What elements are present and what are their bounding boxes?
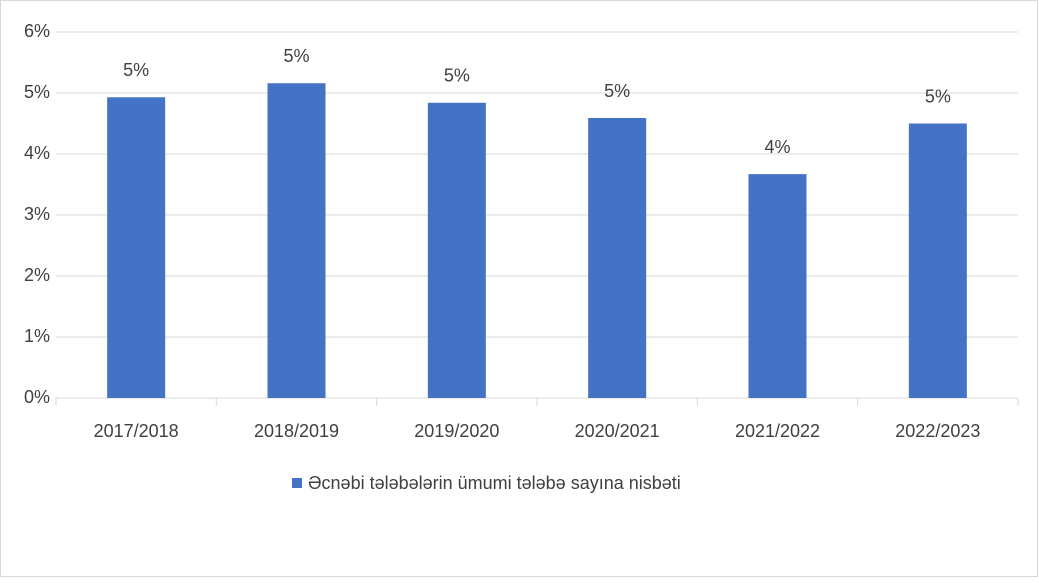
y-tick-label: 3% [24, 204, 50, 224]
x-tick-label: 2021/2022 [735, 421, 820, 441]
bar [748, 174, 807, 398]
value-label: 5% [444, 66, 470, 86]
bar [427, 102, 486, 398]
x-tick-label: 2020/2021 [575, 421, 660, 441]
x-tick-label: 2017/2018 [94, 421, 179, 441]
x-tick-label: 2018/2019 [254, 421, 339, 441]
x-tick-label: 2019/2020 [414, 421, 499, 441]
y-tick-label: 1% [24, 326, 50, 346]
legend-swatch [292, 478, 302, 488]
value-label: 5% [283, 46, 309, 66]
y-tick-label: 0% [24, 387, 50, 407]
value-label: 5% [604, 81, 630, 101]
value-label: 5% [123, 60, 149, 80]
value-label: 4% [764, 137, 790, 157]
y-tick-label: 6% [24, 21, 50, 41]
bar [107, 97, 166, 399]
y-tick-label: 4% [24, 143, 50, 163]
y-tick-label: 5% [24, 82, 50, 102]
legend-label: Əcnəbi tələbələrin ümumi tələbə sayına n… [308, 473, 681, 493]
x-tick-label: 2022/2023 [895, 421, 980, 441]
y-tick-label: 2% [24, 265, 50, 285]
bar [267, 83, 326, 399]
bar [588, 118, 647, 398]
bar [908, 123, 967, 398]
value-label: 5% [925, 86, 951, 106]
